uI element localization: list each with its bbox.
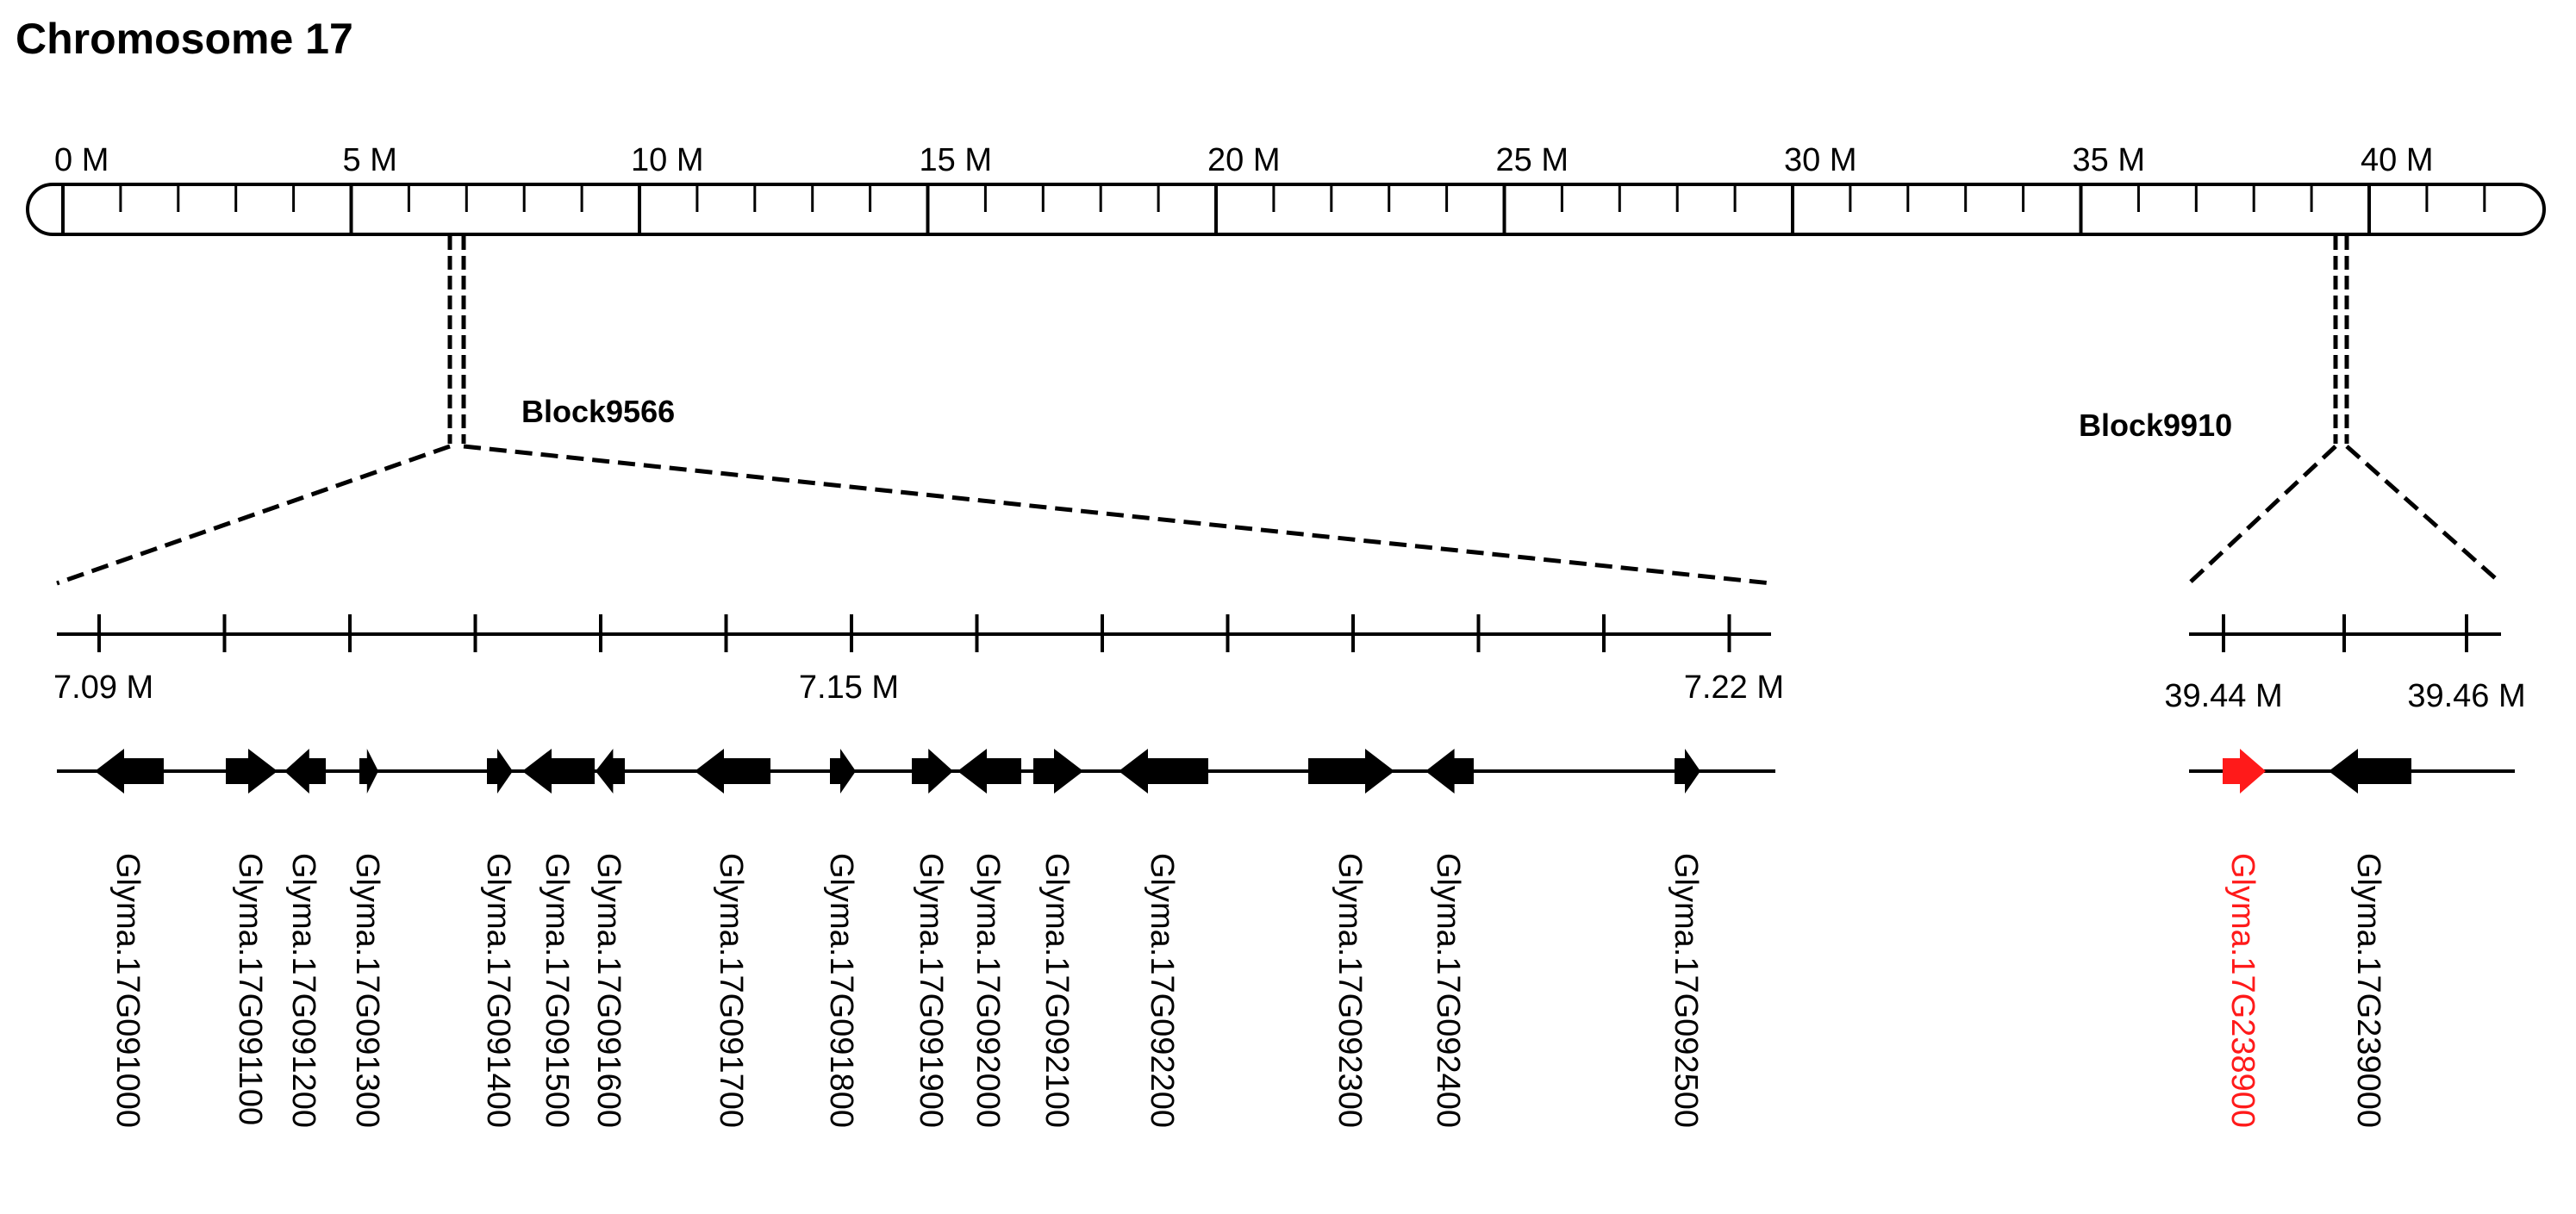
chromosome-tick-label: 10 M: [631, 142, 703, 178]
block-zoom-right-9910: [2345, 445, 2503, 585]
gene-labels-9566: Glyma.17G091000 Glyma.17G091100 Glyma.17G0…: [109, 853, 1704, 1128]
block-scale-ticks-9566: [97, 614, 1731, 652]
gene-arrow-glyma-17g238900: [2223, 749, 2266, 794]
block-scale-9910: 39.44 M 39.46 M: [2164, 614, 2526, 714]
gene-arrow-glyma-17g092100: [1033, 749, 1083, 794]
block-label-9910: Block9910: [2079, 408, 2232, 443]
chromosome-tick-label: 30 M: [1784, 142, 1856, 178]
gene-arrow-glyma-17g239000: [2329, 749, 2411, 794]
gene-label: Glyma.17G091300: [349, 853, 385, 1128]
scale-label-7-22: 7.22 M: [1684, 669, 1784, 706]
gene-arrow-glyma-17g091200: [284, 749, 326, 794]
gene-arrows-9910: [2223, 749, 2411, 794]
chromosome-tick-label: 25 M: [1496, 142, 1569, 178]
block-scale-9566: 7.09 M 7.15 M 7.22 M: [53, 614, 1784, 706]
gene-arrow-glyma-17g091900: [912, 749, 953, 794]
gene-label: Glyma.17G092400: [1430, 853, 1466, 1128]
gene-label: Glyma.17G091200: [285, 853, 321, 1128]
block-label-9566: Block9566: [521, 394, 675, 429]
gene-arrow-glyma-17g092500: [1675, 749, 1700, 794]
gene-label: Glyma.17G092300: [1332, 853, 1368, 1128]
gene-label: Glyma.17G092200: [1144, 853, 1180, 1128]
gene-label: Glyma.17G091500: [539, 853, 575, 1128]
diagram-title: Chromosome 17: [16, 15, 353, 63]
gene-label: Glyma.17G091600: [590, 853, 627, 1128]
gene-label: Glyma.17G091400: [480, 853, 516, 1128]
gene-arrow-glyma-17g092300: [1308, 749, 1394, 794]
chromosome-tick-label: 15 M: [920, 142, 992, 178]
block-zoom-right-9566: [463, 444, 1772, 586]
chromosome-bar: [26, 183, 2546, 236]
gene-arrow-glyma-17g091300: [359, 749, 378, 794]
gene-arrow-glyma-17g091400: [487, 749, 513, 794]
block-scale-ticks-9910: [2222, 614, 2468, 652]
chromosome-tick-label: 40 M: [2361, 142, 2433, 178]
gene-arrow-glyma-17g091000: [95, 749, 164, 794]
gene-label: Glyma.17G091000: [109, 853, 146, 1128]
chromosome-tick-label: 5 M: [343, 142, 397, 178]
scale-label-7-09: 7.09 M: [53, 669, 153, 706]
gene-label: Glyma.17G092500: [1668, 853, 1704, 1128]
scale-label-39-44: 39.44 M: [2164, 678, 2282, 714]
gene-arrow-glyma-17g091600: [596, 749, 625, 794]
gene-arrow-glyma-17g091500: [522, 749, 595, 794]
gene-label: Glyma.17G092000: [970, 853, 1006, 1128]
gene-label: Glyma.17G238900: [2224, 853, 2261, 1128]
gene-arrow-glyma-17g091700: [695, 749, 770, 794]
gene-arrow-glyma-17g092200: [1119, 749, 1208, 794]
chromosome-tick-labels: 0 M 5 M 10 M 15 M 20 M 25 M 30 M 35 M 40 M: [54, 142, 2433, 178]
gene-label: Glyma.17G239000: [2350, 853, 2386, 1128]
block-9566: Block9566 7.09 M 7.15 M 7.22 M Glyma.17G…: [53, 236, 1784, 1128]
gene-label: Glyma.17G091900: [913, 853, 949, 1128]
gene-label: Glyma.17G092100: [1039, 853, 1075, 1128]
gene-labels-9910: Glyma.17G238900 Glyma.17G239000: [2224, 853, 2386, 1128]
gene-arrow-glyma-17g092000: [957, 749, 1021, 794]
gene-label: Glyma.17G091100: [232, 853, 268, 1125]
block-zoom-left-9910: [2187, 445, 2337, 585]
gene-label: Glyma.17G091700: [713, 853, 749, 1128]
gene-label: Glyma.17G091800: [823, 853, 859, 1128]
block-zoom-left-9566: [56, 444, 451, 586]
gene-arrow-glyma-17g092400: [1425, 749, 1474, 794]
scale-label-39-46: 39.46 M: [2407, 678, 2525, 714]
chromosome-ticks: [61, 184, 2486, 234]
gene-arrows-9566: [95, 749, 1700, 794]
chromosome-tick-label: 0 M: [54, 142, 109, 178]
block-9910: Block9910 39.44 M 39.46 M Glyma.17G23890…: [2079, 236, 2526, 1128]
gene-arrow-glyma-17g091100: [226, 749, 278, 794]
chromosome-ideogram: 0 M 5 M 10 M 15 M 20 M 25 M 30 M 35 M 40 M: [26, 142, 2546, 236]
chromosome-tick-label: 20 M: [1207, 142, 1280, 178]
chromosome-tick-label: 35 M: [2073, 142, 2145, 178]
scale-label-7-15: 7.15 M: [799, 669, 899, 706]
gene-arrow-glyma-17g091800: [830, 749, 856, 794]
